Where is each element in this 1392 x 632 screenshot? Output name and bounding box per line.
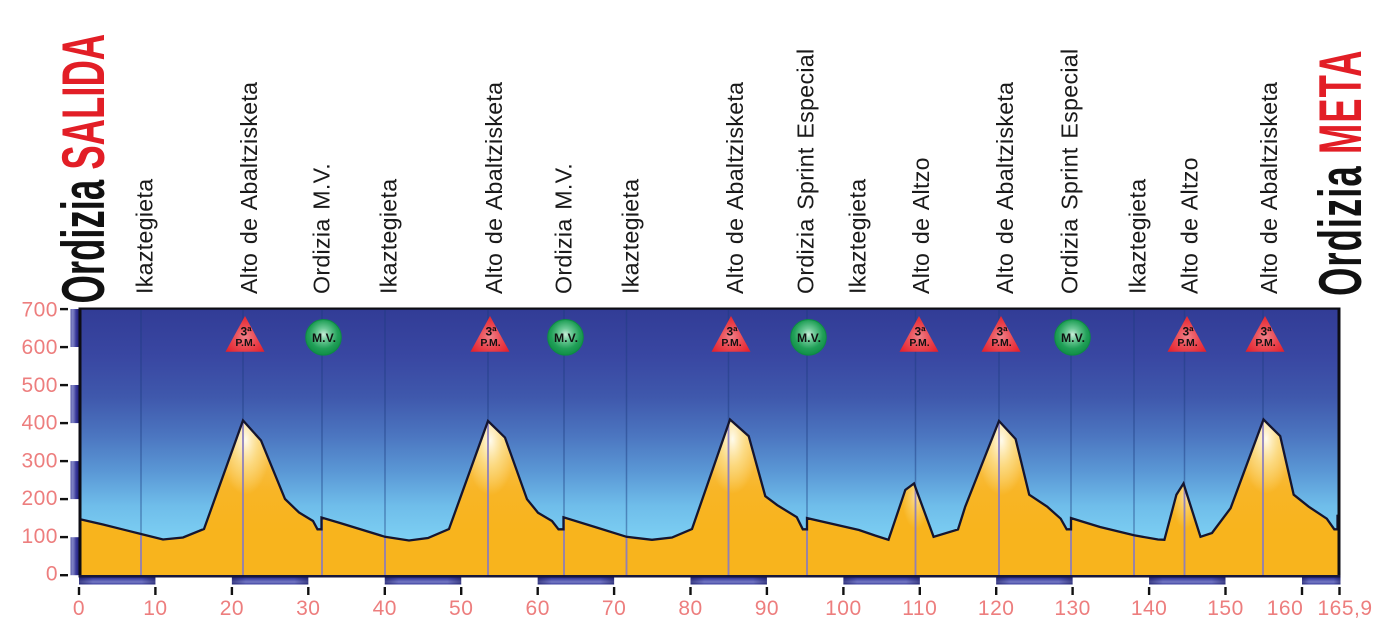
svg-text:90: 90 (755, 597, 779, 620)
svg-text:50: 50 (449, 597, 473, 620)
svg-text:3ª: 3ª (996, 325, 1008, 339)
svg-text:60: 60 (526, 597, 550, 620)
svg-text:Ikaztegieta: Ikaztegieta (618, 179, 644, 294)
svg-text:Ordizia Sprint Especial: Ordizia Sprint Especial (1057, 49, 1083, 294)
svg-text:Ikaztegieta: Ikaztegieta (1125, 179, 1151, 294)
svg-text:Alto de Abaltzisketa: Alto de Abaltzisketa (236, 82, 262, 294)
svg-text:120: 120 (978, 597, 1015, 620)
svg-text:3ª: 3ª (485, 325, 497, 339)
svg-text:M.V.: M.V. (312, 331, 336, 345)
svg-text:20: 20 (220, 597, 244, 620)
svg-text:0: 0 (46, 563, 58, 586)
svg-text:Alto de Altzo: Alto de Altzo (1177, 157, 1203, 294)
svg-text:110: 110 (902, 597, 937, 620)
svg-text:Ordizia M.V.: Ordizia M.V. (551, 163, 577, 294)
svg-text:Alto de Abaltzisketa: Alto de Abaltzisketa (722, 82, 748, 294)
svg-text:160: 160 (1267, 597, 1304, 620)
svg-text:Ordizia M.V.: Ordizia M.V. (309, 163, 335, 294)
svg-text:0: 0 (73, 597, 85, 620)
svg-text:30: 30 (296, 597, 320, 620)
svg-text:P.M.: P.M. (1177, 337, 1197, 349)
svg-text:3ª: 3ª (1260, 325, 1272, 339)
svg-text:P.M.: P.M. (1255, 337, 1275, 349)
svg-text:80: 80 (678, 597, 702, 620)
svg-text:150: 150 (1207, 597, 1244, 620)
svg-text:Ordizia META: Ordizia META (1307, 49, 1375, 296)
svg-text:Ikaztegieta: Ikaztegieta (376, 179, 402, 294)
svg-text:3ª: 3ª (726, 325, 738, 339)
svg-text:P.M.: P.M. (480, 337, 500, 349)
svg-text:100: 100 (825, 597, 862, 620)
svg-text:130: 130 (1054, 597, 1091, 620)
svg-text:200: 200 (21, 487, 58, 510)
svg-text:P.M.: P.M. (991, 337, 1011, 349)
svg-text:500: 500 (21, 374, 58, 397)
svg-text:Ordizia Sprint Especial: Ordizia Sprint Especial (793, 49, 819, 294)
svg-text:Alto de Abaltzisketa: Alto de Abaltzisketa (481, 82, 507, 294)
svg-text:M.V.: M.V. (797, 331, 821, 345)
svg-text:3ª: 3ª (240, 325, 252, 339)
svg-text:100: 100 (21, 525, 58, 548)
svg-text:P.M.: P.M. (235, 337, 255, 349)
svg-text:M.V.: M.V. (554, 331, 578, 345)
svg-text:70: 70 (602, 597, 626, 620)
svg-text:Alto de Abaltzisketa: Alto de Abaltzisketa (992, 82, 1018, 294)
svg-text:3ª: 3ª (1182, 325, 1194, 339)
svg-text:3ª: 3ª (914, 325, 926, 339)
svg-text:Ikaztegieta: Ikaztegieta (845, 179, 871, 294)
svg-text:M.V.: M.V. (1061, 331, 1085, 345)
svg-text:300: 300 (21, 449, 58, 472)
svg-text:Ordizia SALIDA: Ordizia SALIDA (50, 34, 118, 304)
svg-text:10: 10 (143, 597, 167, 620)
svg-text:600: 600 (21, 336, 58, 359)
svg-text:40: 40 (373, 597, 397, 620)
svg-text:700: 700 (21, 299, 58, 322)
svg-text:165,9: 165,9 (1317, 597, 1372, 620)
svg-text:400: 400 (21, 412, 58, 435)
svg-text:P.M.: P.M. (909, 337, 929, 349)
svg-text:P.M.: P.M. (721, 337, 741, 349)
svg-text:140: 140 (1131, 597, 1168, 620)
svg-text:Alto de Altzo: Alto de Altzo (908, 157, 934, 294)
svg-text:Alto de Abaltzisketa: Alto de Abaltzisketa (1256, 82, 1282, 294)
svg-text:Ikaztegieta: Ikaztegieta (132, 179, 158, 294)
